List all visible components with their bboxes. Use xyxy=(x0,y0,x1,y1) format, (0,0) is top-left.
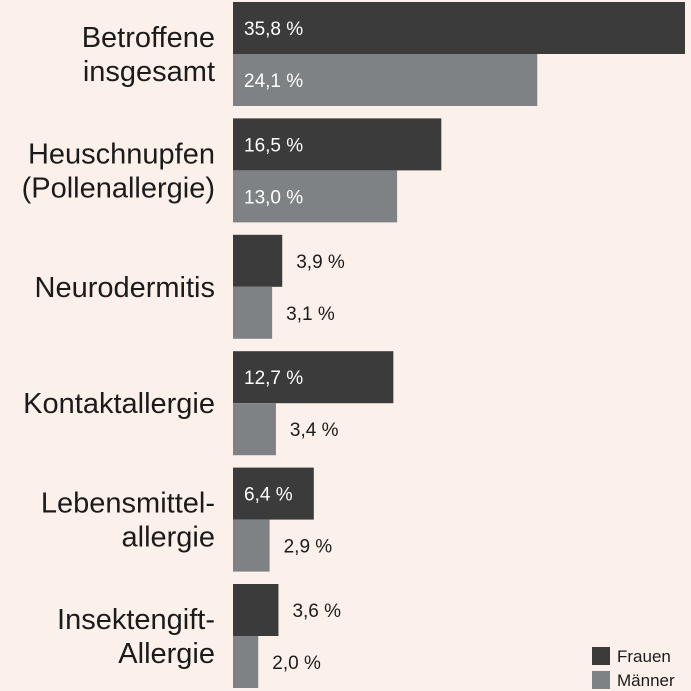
legend-label: Männer xyxy=(617,671,675,690)
bar-frauen xyxy=(233,234,283,287)
bar-maenner xyxy=(233,636,259,688)
category-group: 12,7 % 3,4 % Kontaktallergie xyxy=(23,351,394,456)
bar-maenner xyxy=(233,403,276,456)
category-group: 35,8 % 24,1 % Betroffene insgesamt xyxy=(82,2,685,106)
category-label: Lebensmittel-allergie xyxy=(41,488,215,554)
bar-maenner xyxy=(233,286,273,339)
data-label: 12,7 % xyxy=(244,368,303,389)
data-label: 6,4 % xyxy=(244,485,293,506)
bar-maenner xyxy=(233,54,538,106)
category-label: Betroffene insgesamt xyxy=(82,22,215,88)
bar-frauen xyxy=(233,467,314,520)
data-label: 3,6 % xyxy=(292,601,341,622)
data-label: 13,0 % xyxy=(244,187,303,208)
data-label: 3,9 % xyxy=(296,252,345,273)
category-group: 16,5 % 13,0 % Heuschnupfen (Pollenallergie) xyxy=(22,118,442,223)
category-label: Heuschnupfen (Pollenallergie) xyxy=(22,138,215,204)
bar-maenner xyxy=(233,519,270,572)
category-label: Kontaktallergie xyxy=(23,388,215,420)
data-label: 24,1 % xyxy=(244,71,303,92)
data-label: 2,9 % xyxy=(284,537,333,558)
category-group: 3,9 % 3,1 % Neurodermitis xyxy=(35,234,345,339)
data-label: 2,0 % xyxy=(272,653,321,674)
data-label: 3,4 % xyxy=(290,420,339,441)
bar-maenner xyxy=(233,170,398,223)
bar-frauen xyxy=(233,584,279,636)
data-label: 3,1 % xyxy=(286,304,335,325)
legend: Frauen Männer xyxy=(592,647,675,690)
category-group: 6,4 % 2,9 % Lebensmittel-allergie xyxy=(41,467,333,572)
bar-frauen xyxy=(233,351,394,404)
data-label: 35,8 % xyxy=(244,19,303,40)
category-label: Neurodermitis xyxy=(35,272,216,304)
bar-frauen xyxy=(233,2,685,54)
category-label: Insektengift-Allergie xyxy=(57,604,215,670)
legend-swatch xyxy=(592,647,610,665)
bar-frauen xyxy=(233,118,442,171)
legend-label: Frauen xyxy=(617,647,671,666)
category-group: 3,6 % 2,0 % Insektengift-Allergie xyxy=(57,584,341,688)
legend-swatch xyxy=(592,671,610,689)
data-label: 16,5 % xyxy=(244,135,303,156)
